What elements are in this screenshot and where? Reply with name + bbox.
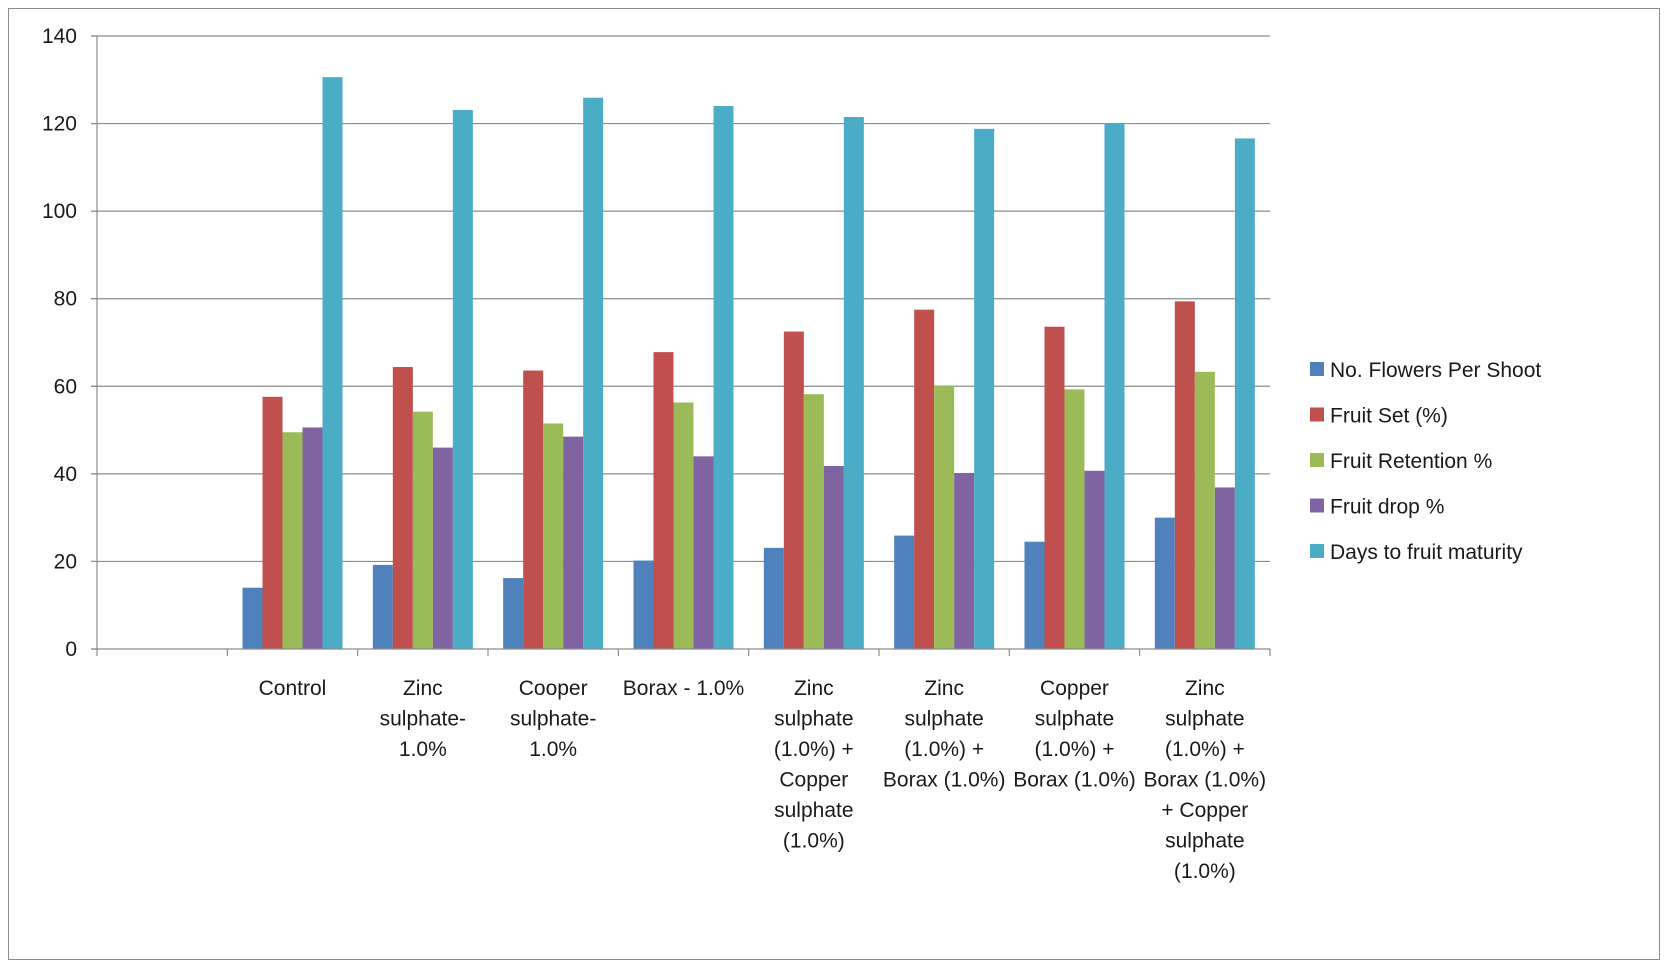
bar-4-7 (1084, 470, 1105, 649)
y-tick-label: 140 (42, 25, 77, 48)
y-tick-label: 0 (65, 638, 77, 661)
bars (242, 77, 1255, 650)
y-tick-label: 80 (54, 288, 77, 311)
bar-3-8 (1194, 371, 1215, 649)
bar-2-6 (914, 309, 935, 649)
bar-2-7 (1044, 326, 1065, 649)
bar-3-6 (934, 385, 955, 649)
legend-swatch (1310, 453, 1324, 467)
legend-label: No. Flowers Per Shoot (1330, 359, 1541, 382)
y-tick-label: 120 (42, 113, 77, 136)
category-label: Zinc sulphate (1.0%) + Borax (1.0%) + Copper… (1144, 677, 1267, 883)
bar-5-5 (843, 117, 864, 650)
axes (91, 35, 1271, 656)
legend-swatch (1310, 407, 1324, 422)
category-label: Zinc sulphate-1.0% (380, 677, 466, 761)
bar-1-4 (633, 560, 654, 649)
bar-2-8 (1174, 301, 1195, 649)
bar-5-8 (1234, 138, 1255, 650)
y-tick-label: 40 (54, 463, 77, 486)
bar-4-3 (563, 436, 584, 649)
category-label: Zinc sulphate (1.0%) + Borax (1.0%) (883, 677, 1006, 792)
bar-5-3 (583, 97, 604, 649)
legend: No. Flowers Per Shoot Fruit Set (%) Fruit … (1310, 359, 1541, 564)
category-label: Copper sulphate (1.0%) + Borax (1.0%) (1013, 677, 1136, 792)
bar-1-8 (1154, 517, 1175, 649)
legend-swatch (1310, 544, 1324, 558)
category-label: Control (259, 677, 327, 700)
bar-2-5 (783, 331, 804, 649)
bar-1-6 (894, 535, 915, 649)
bar-5-7 (1104, 123, 1125, 650)
bar-3-7 (1064, 389, 1085, 649)
bar-2-1 (262, 396, 283, 649)
bar-1-1 (242, 587, 263, 649)
bar-4-4 (693, 456, 714, 649)
bar-3-5 (803, 394, 824, 649)
bar-2-4 (653, 352, 674, 649)
bar-5-2 (452, 109, 473, 649)
bar-3-4 (673, 402, 694, 649)
bar-5-1 (322, 77, 343, 649)
bar-4-5 (823, 465, 844, 649)
bar-3-1 (282, 432, 303, 649)
category-label: Borax - 1.0% (623, 677, 744, 700)
bar-5-4 (713, 106, 734, 650)
y-tick-labels: 0 20 40 60 80 100 120 140 (42, 25, 77, 661)
category-labels: Control Zinc sulphate-1.0% Cooper sulphate-1… (259, 677, 1267, 883)
bar-1-2 (372, 564, 393, 649)
bar-3-2 (412, 411, 433, 649)
y-tick-label: 100 (42, 200, 77, 223)
legend-label: Days to fruit maturity (1330, 541, 1523, 564)
bar-2-3 (523, 370, 544, 649)
legend-label: Fruit Retention % (1330, 450, 1492, 473)
bar-4-2 (432, 447, 453, 649)
legend-swatch (1310, 362, 1324, 376)
bar-4-6 (954, 472, 975, 649)
y-tick-label: 60 (54, 375, 77, 398)
legend-label: Fruit drop % (1330, 496, 1444, 519)
bar-3-3 (543, 423, 564, 649)
legend-label: Fruit Set (%) (1330, 405, 1448, 428)
bar-4-1 (302, 427, 323, 649)
y-tick-label: 20 (54, 550, 77, 573)
category-label: Cooper sulphate-1.0% (510, 677, 596, 761)
bar-1-7 (1024, 541, 1045, 649)
bar-2-2 (392, 367, 413, 649)
category-label: Zinc sulphate (1.0%) + Copper sulphate (1.0%) (774, 677, 854, 853)
bar-4-8 (1214, 487, 1235, 649)
bar-5-6 (974, 128, 995, 650)
legend-swatch (1310, 498, 1324, 513)
bar-1-5 (763, 547, 784, 649)
bar-1-3 (503, 578, 524, 649)
